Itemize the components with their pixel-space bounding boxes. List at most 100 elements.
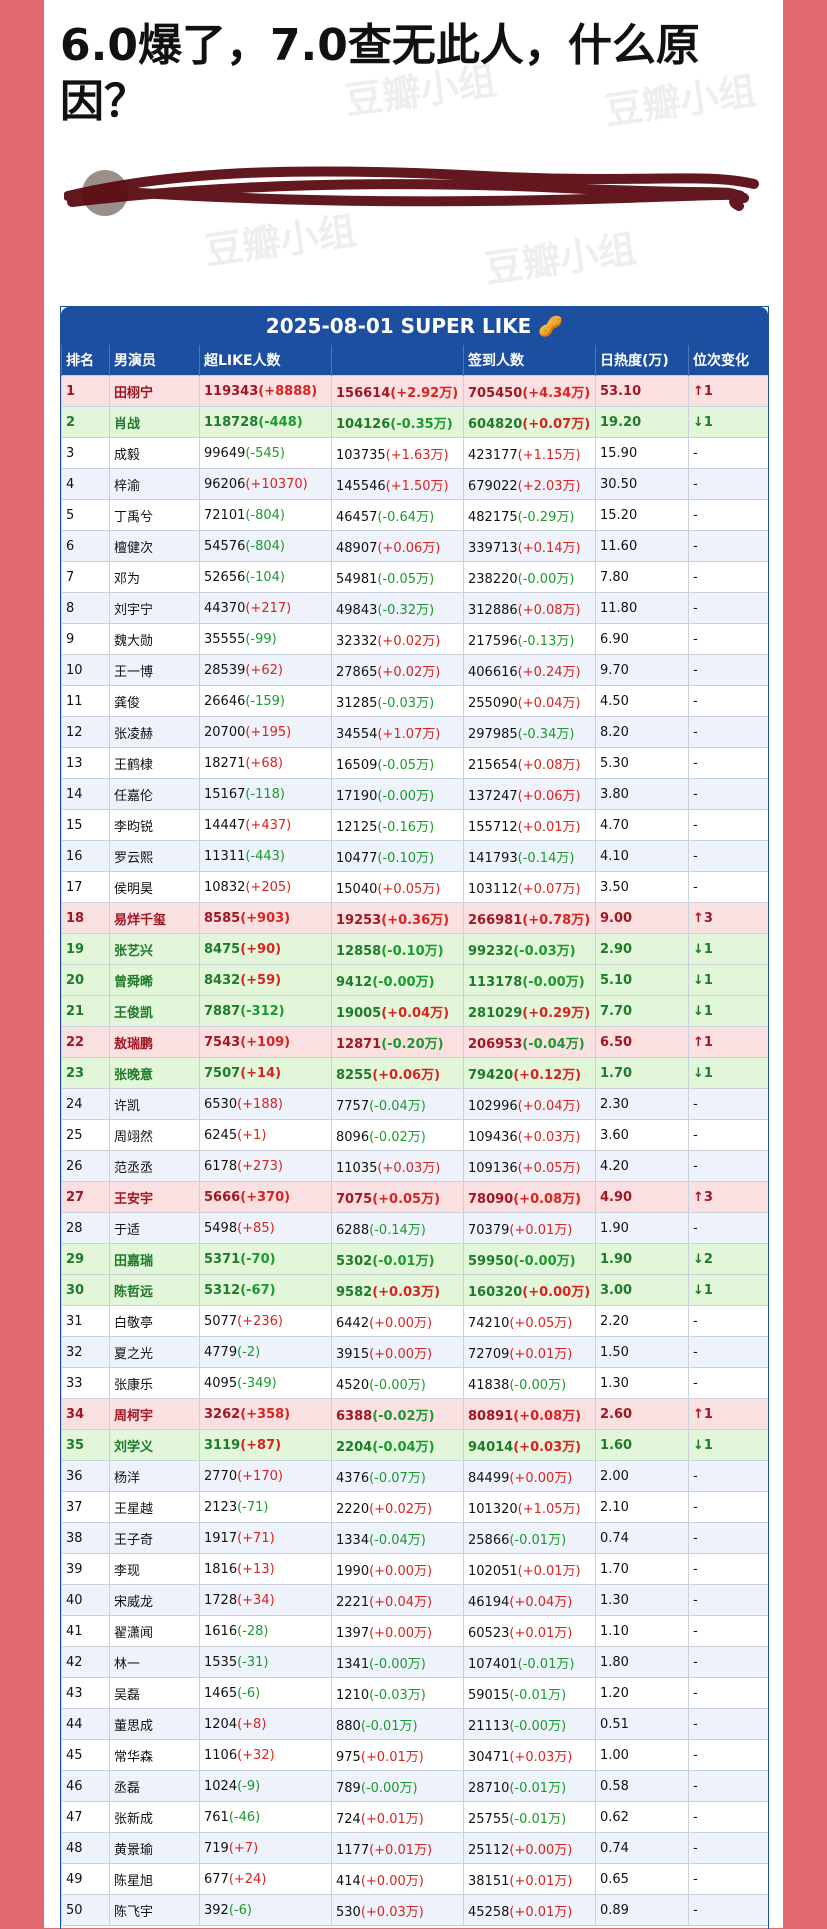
cell-rank: 10 (61, 654, 110, 686)
value: 17190 (336, 788, 378, 804)
cell-actor-name: 宋威龙 (109, 1584, 200, 1616)
value: 25755 (468, 1811, 510, 1827)
cell-actor-name: 王俊凯 (109, 995, 200, 1027)
cell-signin: 94014(+0.03万) (463, 1429, 596, 1461)
value: 60523 (468, 1625, 510, 1641)
cell-rank-change: - (688, 1801, 768, 1833)
cell-rank: 16 (61, 840, 110, 872)
cell-blurred-col: 8096(-0.02万) (331, 1119, 464, 1151)
delta: (+68) (245, 755, 283, 771)
cell-heat: 11.80 (595, 592, 689, 624)
cell-signin: 101320(+1.05万) (463, 1491, 596, 1523)
cell-actor-name: 吴磊 (109, 1677, 200, 1709)
cell-signin: 99232(-0.03万) (463, 933, 596, 965)
cell-blurred-col: 46457(-0.64万) (331, 499, 464, 531)
value: 103735 (336, 447, 386, 463)
delta: (-9) (237, 1778, 261, 1794)
cell-rank: 2 (61, 406, 110, 438)
cell-rank-change: - (688, 1336, 768, 1368)
cell-heat: 3.60 (595, 1119, 689, 1151)
value: 975 (336, 1749, 361, 1765)
delta: (+0.24万) (517, 664, 581, 680)
cell-rank-change: - (688, 1646, 768, 1678)
cell-superlike: 14447(+437) (199, 809, 332, 841)
delta: (-0.02万) (369, 1129, 426, 1145)
delta: (+8888) (258, 383, 318, 399)
value: 46457 (336, 509, 378, 525)
cell-superlike: 6530(+188) (199, 1088, 332, 1120)
value: 217596 (468, 633, 518, 649)
cell-superlike: 1024(-9) (199, 1770, 332, 1802)
cell-superlike: 1917(+71) (199, 1522, 332, 1554)
value: 238220 (468, 571, 518, 587)
cell-heat: 3.00 (595, 1274, 689, 1306)
cell-rank: 31 (61, 1305, 110, 1337)
value: 41838 (468, 1377, 510, 1393)
cell-rank: 4 (61, 468, 110, 500)
value: 281029 (468, 1005, 523, 1021)
value: 109436 (468, 1129, 518, 1145)
cell-rank-change: - (688, 530, 768, 562)
delta: (-349) (237, 1375, 277, 1391)
cell-blurred-col: 103735(+1.63万) (331, 437, 464, 469)
cell-actor-name: 王子奇 (109, 1522, 200, 1554)
cell-superlike: 15167(-118) (199, 778, 332, 810)
table-row: 44 董思成 1204(+8) 880(-0.01万) 21113(-0.00万) 0.5… (61, 1708, 768, 1740)
cell-superlike: 35555(-99) (199, 623, 332, 655)
value: 406616 (468, 664, 518, 680)
cell-rank: 3 (61, 437, 110, 469)
delta: (-104) (245, 569, 286, 585)
cell-signin: 59950(-0.00万) (463, 1243, 596, 1275)
cell-rank-change: - (688, 1708, 768, 1740)
value: 119343 (204, 383, 259, 399)
delta: (-0.03万) (369, 1687, 426, 1703)
delta: (-448) (258, 414, 303, 430)
cell-rank-change: - (688, 561, 768, 593)
cell-actor-name: 陈星旭 (109, 1863, 200, 1895)
cell-blurred-col: 31285(-0.03万) (331, 685, 464, 717)
delta: (+188) (237, 1096, 283, 1112)
cell-blurred-col: 1334(-0.04万) (331, 1522, 464, 1554)
value: 102051 (468, 1563, 518, 1579)
delta: (-0.14万) (369, 1222, 426, 1238)
cell-rank-change: - (688, 1522, 768, 1554)
value: 94014 (468, 1439, 514, 1455)
delta: (+0.05万) (372, 1191, 441, 1207)
cell-superlike: 1465(-6) (199, 1677, 332, 1709)
cell-superlike: 5498(+85) (199, 1212, 332, 1244)
cell-superlike: 5312(-67) (199, 1274, 332, 1306)
cell-rank-change: - (688, 1088, 768, 1120)
cell-rank-change: ↓1 (688, 964, 768, 996)
cell-rank-change: - (688, 716, 768, 748)
cell-actor-name: 范丞丞 (109, 1150, 200, 1182)
value: 16509 (336, 757, 378, 773)
cell-blurred-col: 12871(-0.20万) (331, 1026, 464, 1058)
cell-superlike: 2123(-71) (199, 1491, 332, 1523)
cell-blurred-col: 6388(-0.02万) (331, 1398, 464, 1430)
cell-rank-change: ↓1 (688, 1274, 768, 1306)
delta: (+0.02万) (377, 633, 441, 649)
cell-signin: 238220(-0.00万) (463, 561, 596, 593)
cell-actor-name: 李现 (109, 1553, 200, 1585)
table-row: 45 常华森 1106(+32) 975(+0.01万) 30471(+0.03万) 1.… (61, 1739, 768, 1771)
delta: (-0.04万) (369, 1532, 426, 1548)
delta: (+0.05万) (517, 1160, 581, 1176)
cell-heat: 2.00 (595, 1460, 689, 1492)
cell-heat: 3.50 (595, 871, 689, 903)
cell-superlike: 96206(+10370) (199, 468, 332, 500)
delta: (+1.15万) (517, 447, 581, 463)
cell-actor-name: 陈哲远 (109, 1274, 200, 1306)
value: 5302 (336, 1253, 373, 1269)
value: 8585 (204, 910, 241, 926)
cell-rank-change: - (688, 1491, 768, 1523)
value: 8475 (204, 941, 241, 957)
col-header-blurred (331, 345, 464, 376)
cell-signin: 705450(+4.34万) (463, 375, 596, 407)
delta: (+195) (245, 724, 292, 740)
delta: (+0.04万) (509, 1594, 573, 1610)
cell-actor-name: 易烊千玺 (109, 902, 200, 934)
cell-heat: 1.70 (595, 1553, 689, 1585)
value: 7757 (336, 1098, 370, 1114)
delta: (+87) (240, 1437, 282, 1453)
delta: (+1.07万) (377, 726, 441, 742)
